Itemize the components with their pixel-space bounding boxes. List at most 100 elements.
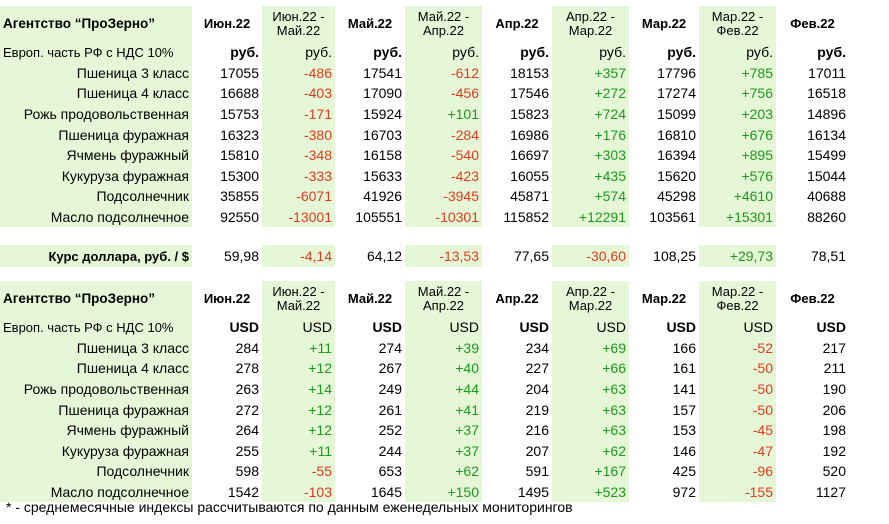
value-cell: 15823 [510,106,549,123]
table-row: Подсолнечник 35855 -6071 41926 -3945 45871 +57… [0,186,849,207]
value-cell: 234 [525,339,549,356]
period-header: Апр.22 [495,16,539,31]
change-cell: -380 [262,124,335,145]
change-cell: -47 [699,440,776,462]
value-cell: 18153 [510,64,549,81]
value-cell: 520 [822,463,846,480]
rate-value-cell: 64,12 [366,248,402,264]
value-cell: 972 [672,484,696,501]
row-label: Пшеница фуражная [0,124,192,145]
value-cell: 425 [672,463,696,480]
change-cell: +203 [699,103,776,125]
unit-row: Европ. часть РФ с НДС 10% руб. руб. руб. руб… [0,42,849,63]
value-cell: 272 [235,401,259,418]
unit-cell: USD [519,319,549,336]
unit-cell: USD [699,317,776,338]
change-cell: -456 [405,83,482,104]
table-row: Масло подсолнечное 92550 -13001 105551 -1030… [0,206,849,228]
value-cell: 41926 [363,188,402,205]
change-cell: -486 [262,62,335,84]
change-cell: -155 [699,481,776,503]
row-label: Пшеница фуражная [0,399,192,420]
change-cell: -52 [699,337,776,359]
value-cell: 255 [235,442,259,459]
value-cell: 198 [822,422,846,439]
change-cell: -96 [699,461,776,482]
rate-value-cell: 77,65 [513,248,549,264]
row-label: Масло подсолнечное [0,206,192,228]
table-row: Кукуруза фуражная 255 +11 244 +37 207 +62 146 -4… [0,440,849,462]
value-cell: 1542 [227,484,259,501]
value-cell: 284 [235,339,259,356]
change-cell: -540 [405,144,482,166]
unit-row: Европ. часть РФ с НДС 10% USD USD USD USD USD… [0,317,849,338]
change-cell: +63 [552,399,629,420]
row-label: Подсолнечник [0,461,192,482]
region-label: Европ. часть РФ с НДС 10% [0,42,192,63]
value-cell: 17796 [657,64,696,81]
change-cell: +303 [552,144,629,166]
change-cell: +435 [552,165,629,187]
exchange-rate-table: Курс доллара, руб. / $ 59,98 -4,14 64,12 -1… [0,245,849,267]
change-cell: -612 [405,62,482,84]
period-header: Мар.22 - Фев.22 [699,281,776,317]
table-row: Пшеница фуражная 272 +12 261 +41 219 +63 157 -50… [0,399,849,420]
row-label: Пшеница 3 класс [0,337,192,359]
period-header: Апр.22 - Мар.22 [552,6,629,42]
change-cell: +44 [405,378,482,400]
value-cell: 207 [525,442,549,459]
table-row: Пшеница 3 класс 284 +11 274 +39 234 +69 166 -52 2… [0,337,849,359]
row-label: Кукуруза фуражная [0,165,192,187]
value-cell: 1495 [517,484,549,501]
value-cell: 17541 [363,64,402,81]
change-cell: -10301 [405,206,482,228]
value-cell: 15300 [220,167,259,184]
change-cell: +895 [699,144,776,166]
unit-cell: руб. [373,44,402,61]
row-label: Ячмень фуражный [0,419,192,441]
unit-cell: USD [372,319,402,336]
value-cell: 45871 [510,188,549,205]
value-cell: 17274 [657,85,696,102]
change-cell: -103 [262,481,335,503]
value-cell: 166 [672,339,696,356]
unit-cell: руб. [405,42,482,63]
rate-change-cell: -4,14 [262,245,335,267]
change-cell: -333 [262,165,335,187]
change-cell: +63 [552,378,629,400]
change-cell: -50 [699,399,776,420]
unit-cell: руб. [262,42,335,63]
row-label: Пшеница 4 класс [0,83,192,104]
value-cell: 146 [672,442,696,459]
region-label: Европ. часть РФ с НДС 10% [0,317,192,338]
value-cell: 16810 [657,126,696,143]
change-cell: +523 [552,481,629,503]
value-cell: 17011 [808,64,846,81]
unit-cell: USD [262,317,335,338]
table-row: Рожь продовольственная 263 +14 249 +44 204 +63… [0,378,849,400]
change-cell: -6071 [262,186,335,207]
row-label: Подсолнечник [0,186,192,207]
rate-value-cell: 78,51 [810,248,846,264]
value-cell: 227 [525,360,549,377]
unit-cell: руб. [230,44,259,61]
value-cell: 16055 [510,167,549,184]
exchange-rate-label: Курс доллара, руб. / $ [0,245,192,267]
change-cell: -171 [262,103,335,125]
change-cell: +12 [262,399,335,420]
change-cell: +40 [405,358,482,379]
rate-change-cell: +29,73 [699,245,776,267]
change-cell: +676 [699,124,776,145]
change-cell: +4610 [699,186,776,207]
value-cell: 161 [672,360,696,377]
value-cell: 35855 [220,188,259,205]
change-cell: +41 [405,399,482,420]
table-row: Масло подсолнечное 1542 -103 1645 +150 1495 +5… [0,481,849,503]
value-cell: 17090 [363,85,402,102]
change-cell: +724 [552,103,629,125]
unit-cell: руб. [817,44,846,61]
value-cell: 103561 [649,209,696,226]
change-cell: -50 [699,358,776,379]
value-cell: 16688 [220,85,259,102]
value-cell: 15810 [220,147,259,164]
